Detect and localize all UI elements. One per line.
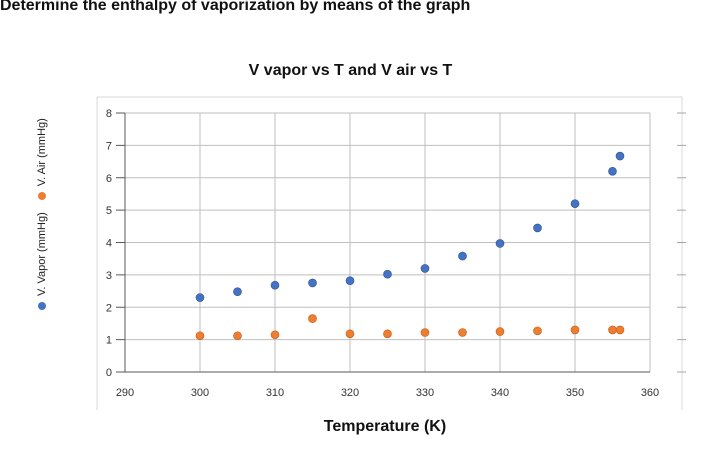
data-point-vapor bbox=[308, 278, 317, 288]
data-point-air bbox=[195, 331, 205, 341]
legend-label-air: V. Air (mmHg) bbox=[36, 118, 48, 187]
data-point-vapor bbox=[345, 276, 355, 286]
data-point-air bbox=[270, 330, 280, 340]
y-tick-label: 7 bbox=[106, 140, 112, 152]
data-point-vapor bbox=[270, 280, 280, 290]
data-point-air bbox=[420, 328, 430, 337]
legend-label-vapor: V. Vapor (mmHg) bbox=[36, 212, 48, 296]
data-point-vapor bbox=[608, 166, 617, 176]
data-point-air bbox=[458, 328, 467, 337]
x-tick-label: 360 bbox=[641, 387, 659, 399]
x-tick-label: 340 bbox=[491, 387, 509, 399]
data-point-vapor bbox=[383, 269, 392, 279]
y-tick-label: 1 bbox=[106, 335, 112, 347]
data-point-air bbox=[615, 325, 625, 335]
data-point-air bbox=[533, 326, 542, 336]
y-tick-label: 4 bbox=[106, 238, 112, 250]
data-point-air bbox=[345, 329, 355, 339]
legend-marker-vapor bbox=[38, 302, 46, 310]
data-point-air bbox=[608, 325, 617, 335]
y-tick-label: 3 bbox=[106, 270, 112, 282]
question-text: Determine the enthalpy of vaporization b… bbox=[0, 0, 471, 14]
x-tick-label: 290 bbox=[116, 387, 134, 399]
data-point-vapor bbox=[420, 264, 430, 273]
x-tick-label: 330 bbox=[416, 387, 434, 399]
data-point-vapor bbox=[615, 151, 625, 161]
y-tick-label: 5 bbox=[106, 205, 112, 217]
y-tick-label: 8 bbox=[106, 108, 112, 120]
data-point-vapor bbox=[195, 293, 205, 302]
y-tick-label: 6 bbox=[106, 173, 112, 185]
data-point-vapor bbox=[533, 223, 542, 233]
data-point-air bbox=[233, 331, 242, 341]
data-point-air bbox=[308, 314, 317, 323]
y-tick-label: 0 bbox=[106, 367, 112, 379]
data-point-vapor bbox=[458, 251, 467, 261]
legend-item-vapor: V. Vapor (mmHg) bbox=[36, 212, 48, 310]
x-tick-label: 310 bbox=[266, 387, 284, 399]
x-axis-title: Temperature (K) bbox=[323, 418, 447, 435]
x-tick-label: 350 bbox=[566, 387, 584, 399]
data-point-vapor bbox=[495, 239, 505, 248]
y-tick-label: 2 bbox=[106, 302, 112, 314]
data-point-air bbox=[495, 327, 505, 336]
data-point-air bbox=[570, 325, 580, 335]
legend-item-air: V. Air (mmHg) bbox=[36, 118, 48, 201]
data-point-air bbox=[383, 329, 392, 339]
x-tick-label: 320 bbox=[341, 387, 359, 399]
data-point-vapor bbox=[233, 287, 242, 297]
data-point-vapor bbox=[570, 199, 580, 208]
chart-title: V vapor vs T and V air vs T bbox=[248, 62, 453, 79]
legend-marker-air bbox=[38, 192, 46, 201]
x-tick-label: 300 bbox=[191, 387, 209, 399]
